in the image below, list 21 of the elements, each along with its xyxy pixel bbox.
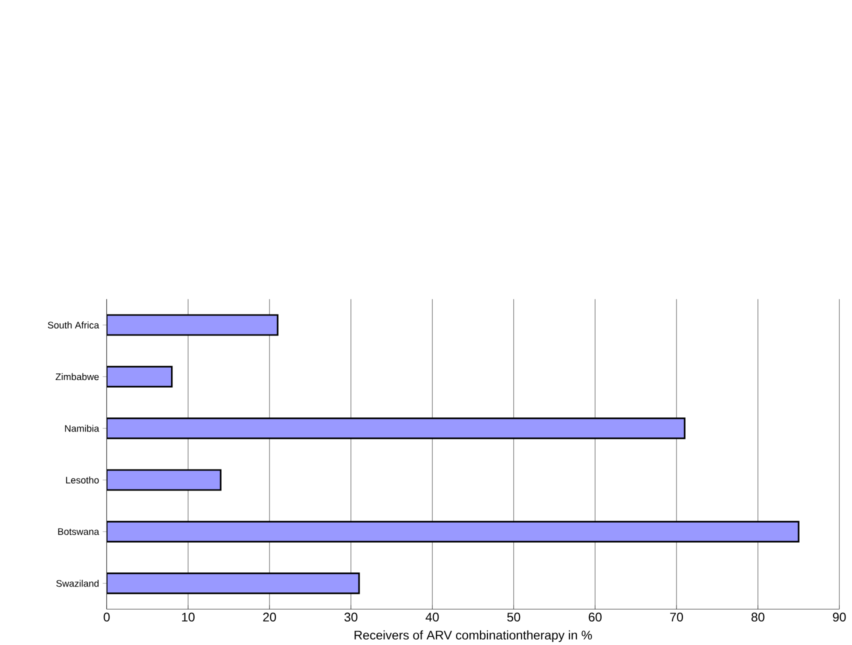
y-tick-label: Swaziland bbox=[56, 580, 99, 587]
x-tick-label: 20 bbox=[263, 612, 276, 622]
bar bbox=[106, 572, 360, 594]
bar bbox=[106, 366, 173, 388]
x-tick-label: 70 bbox=[670, 612, 683, 622]
x-tick-label: 30 bbox=[344, 612, 358, 622]
x-tick-label: 0 bbox=[104, 612, 110, 622]
x-tick-label: 50 bbox=[507, 612, 520, 622]
x-tick-label: 60 bbox=[588, 612, 602, 622]
y-tick-label: South Africa bbox=[48, 321, 100, 328]
x-tick-label: 90 bbox=[832, 612, 846, 622]
y-tick-label: Botswana bbox=[58, 528, 100, 535]
y-tick-label: Lesotho bbox=[66, 476, 99, 484]
bar bbox=[106, 417, 686, 439]
x-axis-title: Receivers of ARV combinationtherapy in % bbox=[354, 630, 592, 642]
bar bbox=[106, 520, 800, 542]
x-tick-label: 40 bbox=[426, 612, 439, 622]
y-tick-label: Zimbabwe bbox=[56, 373, 99, 380]
x-tick-label: 10 bbox=[182, 612, 195, 622]
x-tick-label: 80 bbox=[752, 612, 764, 622]
y-tick-label: Namibia bbox=[65, 424, 100, 432]
